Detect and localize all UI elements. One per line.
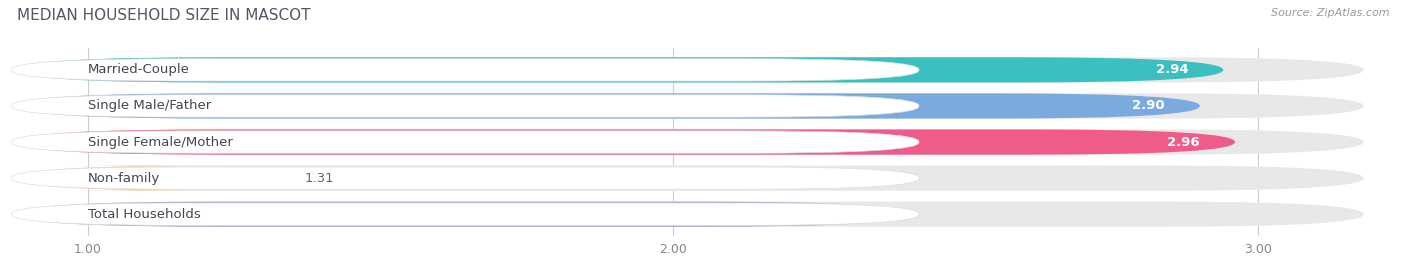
FancyBboxPatch shape	[17, 129, 1364, 155]
FancyBboxPatch shape	[17, 57, 1223, 83]
Text: Single Female/Mother: Single Female/Mother	[87, 136, 232, 148]
Text: 2.96: 2.96	[1167, 136, 1199, 148]
FancyBboxPatch shape	[17, 165, 270, 191]
Text: 1.31: 1.31	[304, 172, 335, 185]
FancyBboxPatch shape	[11, 59, 920, 81]
FancyBboxPatch shape	[17, 202, 907, 227]
Text: Single Male/Father: Single Male/Father	[87, 99, 211, 113]
FancyBboxPatch shape	[17, 57, 1364, 83]
FancyBboxPatch shape	[17, 129, 1234, 155]
FancyBboxPatch shape	[11, 131, 920, 153]
FancyBboxPatch shape	[11, 203, 920, 225]
Text: MEDIAN HOUSEHOLD SIZE IN MASCOT: MEDIAN HOUSEHOLD SIZE IN MASCOT	[17, 8, 311, 23]
FancyBboxPatch shape	[17, 165, 1364, 191]
FancyBboxPatch shape	[11, 167, 920, 189]
Text: Non-family: Non-family	[87, 172, 160, 185]
Text: 2.40: 2.40	[839, 208, 872, 221]
Text: Total Households: Total Households	[87, 208, 201, 221]
FancyBboxPatch shape	[11, 95, 920, 117]
Text: Source: ZipAtlas.com: Source: ZipAtlas.com	[1271, 8, 1389, 18]
Text: 2.90: 2.90	[1132, 99, 1164, 113]
FancyBboxPatch shape	[17, 202, 1364, 227]
FancyBboxPatch shape	[17, 93, 1199, 118]
Text: Married-Couple: Married-Couple	[87, 64, 190, 76]
Text: 2.94: 2.94	[1156, 64, 1188, 76]
FancyBboxPatch shape	[17, 93, 1364, 118]
